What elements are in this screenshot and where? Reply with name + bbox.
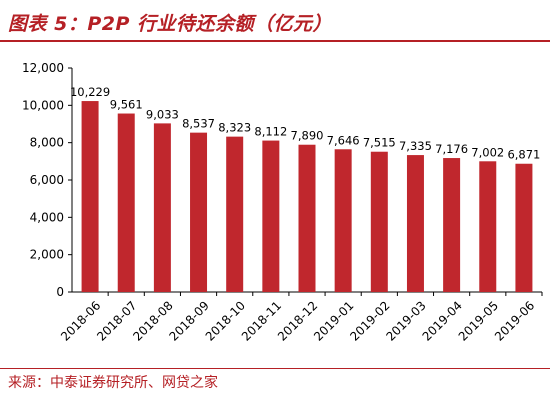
bar: [443, 158, 461, 292]
title-divider: [0, 40, 550, 42]
bar: [479, 161, 497, 292]
data-label: 7,890: [291, 129, 324, 143]
bar-chart: 0 2,000 4,000 6,000 8,000 10,000 12,000 10,229 2…: [22, 61, 543, 344]
bar: [406, 155, 424, 292]
data-label: 9,033: [146, 107, 179, 121]
chart-title: 图表 5：P2P 行业待还余额（亿元）: [8, 13, 333, 35]
bar: [370, 151, 388, 292]
bar: [81, 101, 99, 292]
bar: [515, 163, 533, 292]
bar: [153, 123, 171, 292]
source-divider: [0, 368, 550, 369]
data-label: 9,561: [110, 98, 143, 112]
data-label: 8,323: [218, 121, 251, 135]
bar: [298, 144, 316, 292]
data-label: 8,112: [254, 125, 287, 139]
y-tick-label: 4,000: [30, 210, 64, 224]
data-label: 7,002: [471, 145, 504, 159]
data-label: 6,871: [507, 148, 540, 162]
y-tick-label: 2,000: [30, 248, 64, 262]
bar: [190, 132, 208, 292]
data-label: 7,335: [399, 139, 432, 153]
bar: [262, 140, 280, 292]
title-bar: 图表 5：P2P 行业待还余额（亿元）: [0, 0, 550, 40]
bar: [334, 149, 352, 292]
x-tick-label: 2019-06: [492, 298, 537, 343]
y-tick-label: 0: [56, 285, 64, 299]
data-label: 7,176: [435, 142, 468, 156]
bar: [117, 113, 135, 292]
y-tick-label: 6,000: [30, 173, 64, 187]
source-note: 来源：中泰证券研究所、网贷之家: [8, 375, 218, 391]
data-label: 8,537: [182, 117, 215, 131]
y-tick-label: 10,000: [22, 98, 64, 112]
data-label: 7,646: [327, 133, 360, 147]
bar: [226, 136, 244, 292]
y-tick-label: 8,000: [30, 136, 64, 150]
data-label: 10,229: [70, 85, 110, 99]
y-tick-label: 12,000: [22, 61, 64, 75]
data-label: 7,515: [363, 136, 396, 150]
